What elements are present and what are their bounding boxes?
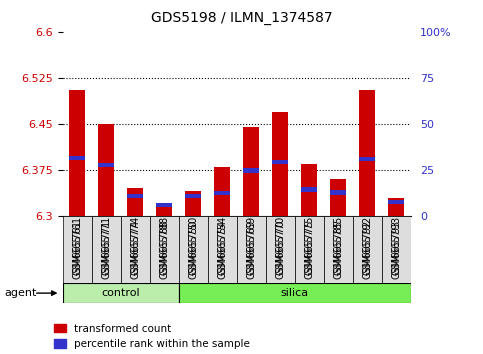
Text: GSM665793: GSM665793 — [391, 219, 401, 279]
Bar — [353, 216, 382, 285]
Bar — [156, 207, 172, 216]
Text: GSM665785: GSM665785 — [333, 219, 343, 279]
Legend: transformed count, percentile rank within the sample: transformed count, percentile rank withi… — [54, 324, 250, 349]
Text: GSM665788: GSM665788 — [159, 219, 169, 279]
Bar — [70, 155, 85, 160]
Bar — [150, 216, 179, 285]
Bar — [128, 194, 143, 199]
Bar — [301, 164, 317, 216]
Bar — [330, 190, 346, 195]
Bar — [243, 127, 259, 216]
Bar — [330, 179, 346, 216]
Bar — [301, 187, 317, 192]
Bar — [272, 112, 288, 216]
Bar — [185, 194, 201, 198]
Text: GSM665770: GSM665770 — [275, 216, 285, 275]
Bar — [92, 216, 121, 285]
Text: agent: agent — [5, 288, 37, 298]
Bar — [156, 203, 172, 207]
Text: GDS5198 / ILMN_1374587: GDS5198 / ILMN_1374587 — [151, 11, 332, 25]
Bar — [185, 192, 201, 216]
Text: GSM665771: GSM665771 — [101, 216, 111, 275]
Bar — [128, 188, 143, 216]
Text: GSM665761: GSM665761 — [72, 219, 82, 279]
Bar — [63, 283, 179, 303]
Text: GSM665754: GSM665754 — [217, 216, 227, 275]
Text: silica: silica — [281, 288, 309, 298]
Bar — [295, 216, 324, 285]
Bar — [382, 216, 411, 285]
Bar — [214, 167, 230, 216]
Text: GSM665761: GSM665761 — [72, 216, 82, 275]
Bar — [179, 216, 208, 285]
Text: GSM665775: GSM665775 — [304, 219, 314, 279]
Text: GSM665769: GSM665769 — [246, 219, 256, 279]
Text: GSM665793: GSM665793 — [391, 216, 401, 275]
Bar — [359, 90, 375, 216]
Text: GSM665769: GSM665769 — [246, 216, 256, 275]
Text: GSM665775: GSM665775 — [304, 216, 314, 275]
Bar — [324, 216, 353, 285]
Bar — [272, 160, 288, 164]
Bar — [208, 216, 237, 285]
Bar — [63, 216, 92, 285]
Bar — [99, 163, 114, 167]
Bar — [243, 169, 259, 173]
Text: GSM665792: GSM665792 — [362, 216, 372, 275]
Text: GSM665788: GSM665788 — [159, 216, 169, 275]
Text: GSM665774: GSM665774 — [130, 219, 140, 279]
Text: GSM665770: GSM665770 — [275, 219, 285, 279]
Text: GSM665754: GSM665754 — [217, 219, 227, 279]
Text: GSM665774: GSM665774 — [130, 216, 140, 275]
Text: GSM665750: GSM665750 — [188, 216, 198, 275]
Text: GSM665750: GSM665750 — [188, 219, 198, 279]
Text: GSM665771: GSM665771 — [101, 219, 111, 279]
Bar — [121, 216, 150, 285]
Bar — [388, 200, 404, 204]
Bar — [214, 191, 230, 195]
Bar — [237, 216, 266, 285]
Bar — [266, 216, 295, 285]
Text: GSM665785: GSM665785 — [333, 216, 343, 275]
Bar — [70, 90, 85, 216]
Bar — [99, 124, 114, 216]
Text: GSM665792: GSM665792 — [362, 219, 372, 279]
Bar — [359, 157, 375, 161]
Bar — [388, 198, 404, 216]
Bar — [179, 283, 411, 303]
Text: control: control — [101, 288, 140, 298]
